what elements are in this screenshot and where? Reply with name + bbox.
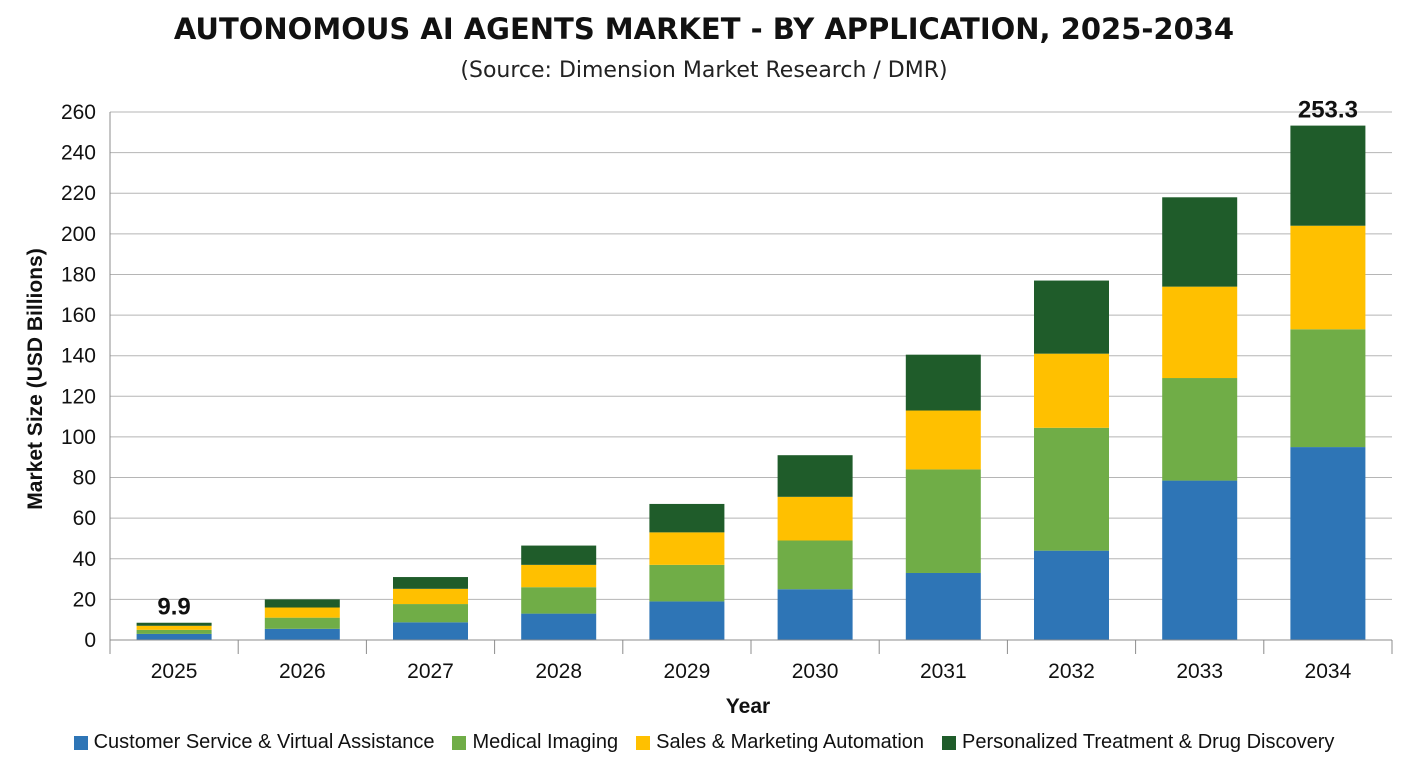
legend-swatch — [636, 735, 651, 750]
bar-segment — [521, 564, 597, 588]
bar-segment — [1162, 480, 1238, 640]
bar-segment — [777, 540, 853, 590]
x-tick-label: 2034 — [1305, 660, 1352, 683]
bar-segment — [264, 607, 340, 618]
data-label-total: 253.3 — [1298, 97, 1358, 124]
bar-segment — [1290, 447, 1366, 640]
bar-segment — [393, 588, 468, 605]
legend-swatch — [452, 735, 467, 750]
y-tick-label: 80 — [73, 467, 96, 490]
legend-label: Customer Service & Virtual Assistance — [93, 731, 435, 753]
chart-subtitle: (Source: Dimension Market Research / DMR… — [460, 58, 948, 83]
y-tick-label: 120 — [61, 385, 96, 408]
y-tick-label: 20 — [73, 588, 96, 611]
bars-layer — [136, 125, 1366, 640]
y-tick-label: 240 — [61, 142, 96, 165]
bar-segment — [393, 622, 468, 640]
y-tick-label: 100 — [61, 426, 96, 449]
bar-segment — [649, 532, 725, 565]
y-tick-label: 160 — [61, 304, 96, 327]
bar-segment — [521, 545, 597, 565]
bar-segment — [905, 469, 981, 573]
legend-label: Medical Imaging — [472, 731, 619, 753]
bar-segment — [649, 503, 725, 533]
bar-segment — [1162, 378, 1238, 481]
bar-segment — [264, 628, 340, 640]
bar-segment — [264, 617, 340, 629]
legend-swatch — [942, 735, 957, 750]
bar-segment — [649, 601, 725, 640]
bar-segment — [905, 572, 981, 640]
bar-segment — [393, 604, 468, 623]
data-label-total: 9.9 — [157, 594, 190, 621]
bar-segment — [1034, 353, 1109, 428]
legend-item: Medical Imaging — [452, 731, 618, 754]
y-tick-label: 220 — [61, 182, 96, 205]
bar-segment — [1034, 427, 1109, 551]
bar-segment — [1162, 286, 1238, 379]
y-tick-label: 180 — [61, 263, 96, 286]
y-tick-label: 0 — [84, 629, 96, 652]
x-tick-label: 2033 — [1176, 660, 1223, 683]
legend: Customer Service & Virtual Assistance Med… — [0, 731, 1408, 754]
bar-segment — [905, 410, 981, 470]
legend-swatch — [73, 735, 88, 750]
bar-segment — [649, 564, 725, 602]
x-tick-label: 2025 — [151, 660, 198, 683]
labels-layer: 0 20 40 60 80 100 120 140 160 180 200 220 240 260 2025… — [61, 97, 1358, 683]
bar-segment — [264, 599, 340, 608]
bar-segment — [777, 496, 853, 541]
bar-segment — [136, 625, 212, 630]
bar-segment — [521, 587, 597, 614]
bar-segment — [777, 455, 853, 497]
y-tick-label: 140 — [61, 345, 96, 368]
bar-segment — [521, 613, 597, 640]
legend-item: Sales & Marketing Automation — [636, 731, 924, 754]
axis-layer — [109, 112, 1393, 654]
y-tick-label: 40 — [73, 548, 96, 571]
x-tick-label: 2029 — [664, 660, 711, 683]
y-tick-label: 260 — [61, 101, 96, 124]
x-tick-label: 2031 — [920, 660, 967, 683]
legend-item: Customer Service & Virtual Assistance — [73, 731, 435, 754]
legend-label: Sales & Marketing Automation — [656, 731, 925, 753]
bar-segment — [136, 629, 212, 634]
bar-segment — [1034, 550, 1109, 640]
x-tick-label: 2028 — [535, 660, 582, 683]
bar-segment — [1290, 125, 1366, 226]
y-tick-label: 60 — [73, 507, 96, 530]
bar-segment — [1162, 197, 1238, 287]
chart-title: AUTONOMOUS AI AGENTS MARKET - BY APPLICA… — [173, 12, 1235, 46]
x-tick-label: 2027 — [407, 660, 454, 683]
x-tick-label: 2030 — [792, 660, 839, 683]
legend-label: Personalized Treatment & Drug Discovery — [962, 731, 1335, 753]
y-axis-title: Market Size (USD Billions) — [24, 248, 47, 509]
x-tick-label: 2026 — [279, 660, 326, 683]
legend-item: Personalized Treatment & Drug Discovery — [942, 731, 1334, 754]
x-axis-title: Year — [726, 695, 770, 718]
bar-segment — [905, 354, 981, 411]
bar-segment — [136, 633, 212, 640]
bar-segment — [1290, 225, 1366, 330]
bar-segment — [777, 589, 853, 640]
y-tick-label: 200 — [61, 223, 96, 246]
bar-segment — [1290, 329, 1366, 448]
x-tick-label: 2032 — [1048, 660, 1095, 683]
bar-segment — [136, 622, 212, 626]
bar-segment — [393, 577, 468, 589]
bar-segment — [1034, 280, 1109, 354]
